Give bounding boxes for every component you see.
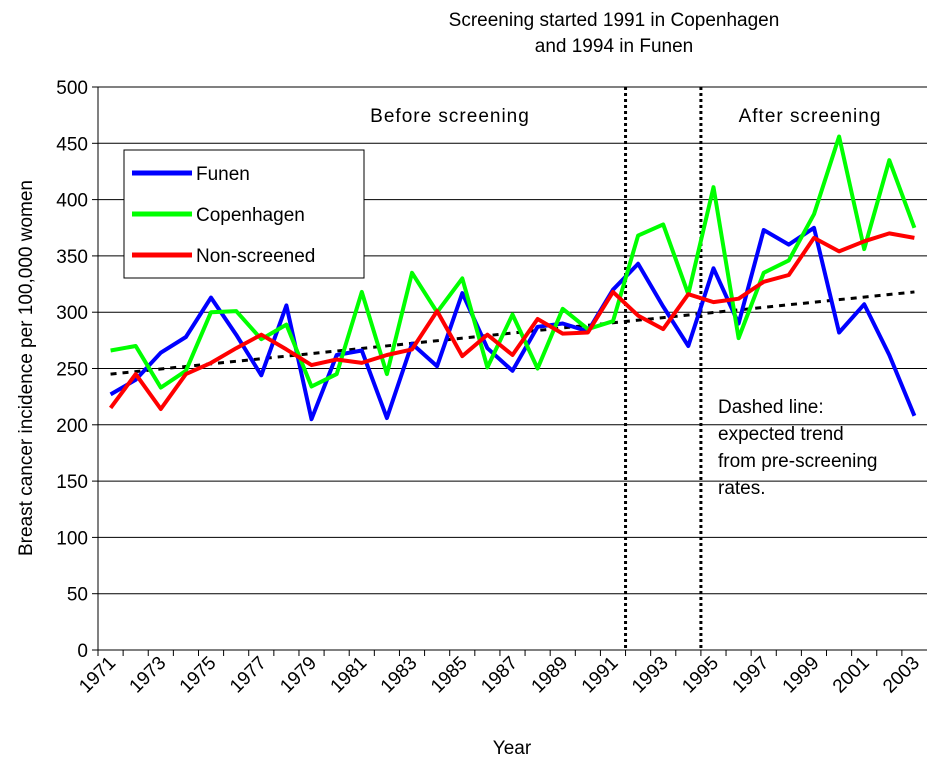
y-axis-label: Breast cancer incidence per 100,000 wome…: [16, 180, 37, 556]
x-tick-label: 1981: [327, 653, 372, 698]
x-tick-label: 1999: [779, 653, 824, 698]
x-tick-label: 1985: [427, 653, 472, 698]
legend-label: Funen: [196, 164, 250, 185]
series-line: [108, 231, 915, 411]
annotation: from pre-screening: [718, 451, 877, 472]
x-tick-label: 1979: [276, 653, 321, 698]
y-tick-label: 200: [56, 416, 88, 437]
x-axis-label: Year: [493, 738, 532, 759]
annotation: After screening: [739, 106, 882, 127]
chart-title: and 1994 in Funen: [535, 36, 693, 57]
y-tick-label: 500: [56, 78, 88, 99]
legend-label: Copenhagen: [196, 205, 305, 226]
x-tick-label: 1973: [126, 653, 171, 698]
y-tick-label: 250: [56, 360, 88, 381]
annotation: rates.: [718, 478, 766, 499]
series-line: [109, 225, 917, 422]
x-tick-label: 1991: [578, 653, 623, 698]
x-tick-label: 1977: [226, 653, 271, 698]
y-tick-label: 150: [56, 472, 88, 493]
x-tick-label: 1975: [176, 653, 221, 698]
x-tick-label: 1995: [678, 653, 723, 698]
x-tick-label: 1989: [528, 653, 573, 698]
x-tick-label: 1993: [628, 653, 673, 698]
x-tick-label: 2001: [829, 653, 874, 698]
annotation: Before screening: [370, 106, 530, 127]
x-tick-label: 1987: [477, 653, 522, 698]
y-tick-label: 100: [56, 528, 88, 549]
y-tick-label: 350: [56, 247, 88, 268]
y-tick-label: 0: [77, 641, 88, 662]
legend-label: Non-screened: [196, 246, 315, 267]
annotation: Dashed line:: [718, 397, 824, 418]
x-tick-label: 1997: [729, 653, 774, 698]
y-tick-label: 50: [67, 585, 88, 606]
x-tick-label: 1983: [377, 653, 422, 698]
y-tick-label: 450: [56, 134, 88, 155]
annotation: expected trend: [718, 424, 844, 445]
x-tick-label: 2003: [879, 653, 924, 698]
chart-title: Screening started 1991 in Copenhagen: [449, 10, 780, 31]
series-line: [110, 134, 917, 390]
y-tick-label: 400: [56, 191, 88, 212]
trend-line: [110, 290, 915, 376]
y-tick-label: 300: [56, 303, 88, 324]
